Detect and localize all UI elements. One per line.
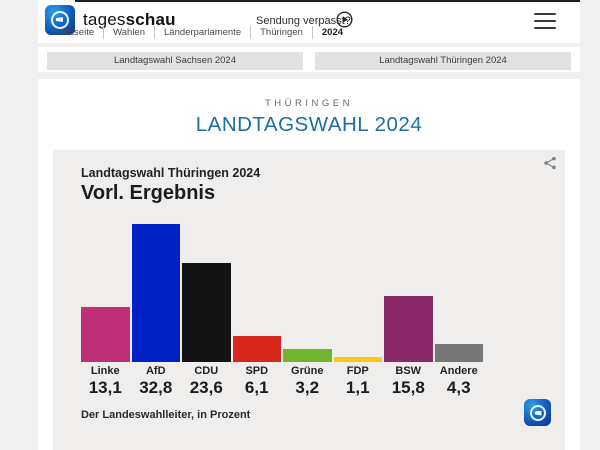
tab-landtagswahl-sachsen[interactable]: Landtagswahl Sachsen 2024 [47, 52, 303, 71]
section-divider [38, 72, 580, 79]
breadcrumb-separator [103, 25, 105, 39]
bar-value-afd: 32,8 [139, 378, 173, 397]
bar-value-bsw: 15,8 [391, 378, 425, 397]
site-header: tagesschau Sendung verpasst? Startseite … [38, 0, 580, 43]
chart-title: Vorl. Ergebnis [81, 182, 216, 204]
bar-wrap [232, 207, 281, 362]
bar-group-afd: AfD 32,8 [131, 207, 180, 398]
bar-value-cdu: 23,6 [189, 378, 223, 397]
bar-spd[interactable] [232, 336, 281, 362]
brand-light: tages [83, 10, 126, 29]
bar-label-grüne: Grüne [291, 365, 324, 377]
bar-group-cdu: CDU 23,6 [182, 207, 231, 398]
chart-source: Der Landeswahlleiter, in Prozent [81, 409, 251, 421]
bar-afd[interactable] [131, 224, 180, 362]
bar-wrap [384, 207, 433, 362]
page-title: LANDTAGSWAHL 2024 [195, 113, 423, 136]
tab-landtagswahl-thueringen[interactable]: Landtagswahl Thüringen 2024 [315, 52, 571, 71]
bar-group-fdp: FDP 1,1 [333, 207, 382, 398]
bar-wrap [333, 207, 382, 362]
bar-label-bsw: BSW [395, 365, 422, 377]
bar-value-linke: 13,1 [88, 378, 122, 397]
bar-value-grüne: 3,2 [295, 378, 320, 397]
breadcrumb-2024[interactable]: 2024 [321, 26, 344, 38]
brand-bold: schau [125, 10, 176, 29]
tagesschau-logo-icon[interactable] [45, 5, 75, 35]
bar-cdu[interactable] [182, 262, 231, 362]
bar-label-spd: SPD [245, 365, 269, 377]
brand-wordmark[interactable]: tagesschau [83, 10, 176, 30]
bar-wrap [81, 207, 130, 362]
bar-label-fdp: FDP [346, 365, 369, 377]
bar-label-linke: Linke [90, 365, 120, 377]
bar-group-grüne: Grüne 3,2 [283, 207, 332, 398]
bar-bsw[interactable] [384, 295, 433, 362]
region-kicker: THÜRINGEN [265, 98, 353, 109]
bar-group-andere: Andere 4,3 [434, 207, 483, 398]
bar-linke[interactable] [81, 307, 130, 362]
menu-icon[interactable] [534, 13, 556, 29]
bar-label-andere: Andere [439, 365, 478, 377]
bar-label-cdu: CDU [194, 365, 219, 377]
bar-grüne[interactable] [283, 348, 332, 362]
share-icon[interactable] [543, 156, 557, 170]
sendung-verpasst-link[interactable]: Sendung verpasst? [256, 15, 351, 27]
bar-value-spd: 6,1 [244, 378, 269, 397]
bar-group-linke: Linke 13,1 [81, 207, 130, 398]
breadcrumb-separator [250, 25, 252, 39]
play-icon[interactable] [336, 11, 353, 28]
bar-wrap [131, 207, 180, 362]
tagesschau-watermark-icon [524, 399, 551, 426]
breadcrumb-startseite[interactable]: Startseite [54, 26, 95, 38]
bar-value-fdp: 1,1 [345, 378, 370, 397]
bar-fdp[interactable] [333, 357, 382, 362]
breadcrumb-laenderparlamente[interactable]: Länderparlamente [164, 26, 242, 38]
breadcrumb-separator [154, 25, 155, 39]
bar-andere[interactable] [434, 343, 483, 362]
results-chart-module: Landtagswahl Thüringen 2024 Vorl. Ergebn… [53, 150, 565, 450]
bar-label-afd: AfD [145, 365, 166, 377]
chart-kicker: Landtagswahl Thüringen 2024 [81, 166, 261, 180]
bars-row: Linke 13,1 AfD 32,8 CDU 23,6 SPD 6,1 Grüne 3,2 FDP… [81, 207, 537, 398]
bar-wrap [283, 207, 332, 362]
globe-icon [529, 404, 546, 421]
breadcrumb-thueringen[interactable]: Thüringen [260, 26, 303, 38]
top-accent-line [75, 0, 580, 2]
bar-wrap [182, 207, 231, 362]
breadcrumb-separator [311, 25, 313, 39]
globe-icon [51, 11, 69, 29]
bar-value-andere: 4,3 [446, 378, 471, 397]
bar-group-bsw: BSW 15,8 [384, 207, 433, 398]
breadcrumb: Startseite Wahlen Länderparlamente Thüri… [53, 25, 344, 40]
election-tabs: Landtagswahl Sachsen 2024 Landtagswahl T… [38, 47, 580, 72]
main-content: THÜRINGEN LANDTAGSWAHL 2024 Landtagswahl… [38, 79, 580, 450]
bar-wrap [434, 207, 483, 362]
bar-group-spd: SPD 6,1 [232, 207, 281, 398]
breadcrumb-wahlen[interactable]: Wahlen [113, 26, 145, 38]
page-content: tagesschau Sendung verpasst? Startseite … [38, 0, 580, 450]
